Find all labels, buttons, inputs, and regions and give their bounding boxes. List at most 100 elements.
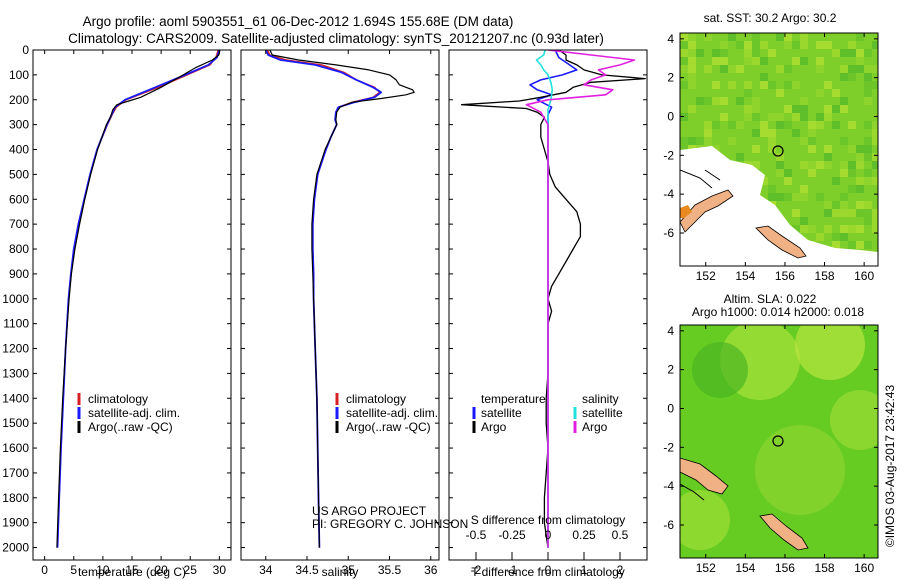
depth-tick-label: 100 xyxy=(9,68,29,82)
sla-field-cells xyxy=(680,325,878,550)
sst-cell xyxy=(848,49,856,57)
depth-tick-label: 1900 xyxy=(2,516,29,530)
sst-cell xyxy=(712,81,720,89)
longitude-tick-label: 154 xyxy=(735,561,755,575)
sst-cell xyxy=(832,89,840,97)
sst-cell xyxy=(848,65,856,73)
difference-lines xyxy=(460,50,646,548)
latitude-tick-label: -6 xyxy=(663,226,674,240)
sst-cell xyxy=(792,153,800,161)
sst-cell xyxy=(832,49,840,57)
sst-cell xyxy=(824,121,832,129)
sst-cell xyxy=(800,33,808,41)
sst-cell xyxy=(824,113,832,121)
imos-stamp: ©IMOS 03-Aug-2017 23:42:43 xyxy=(883,385,897,548)
longitude-tick-label: 158 xyxy=(815,561,835,575)
sla-anomaly-blob xyxy=(692,342,748,398)
sst-cell xyxy=(816,89,824,97)
t-diff-tick-label: 1 xyxy=(581,563,588,577)
sst-cell xyxy=(736,65,744,73)
sst-cell xyxy=(872,161,878,169)
sst-cell xyxy=(832,241,840,249)
sst-cell xyxy=(800,105,808,113)
sst-cell xyxy=(856,65,864,73)
legend-label-argo: Argo(..raw -QC) xyxy=(88,420,173,434)
temperature-tick-label: 5 xyxy=(70,563,77,577)
sst-cell xyxy=(680,49,688,57)
sst-cell xyxy=(776,65,784,73)
legend-label-sal-satellite: satellite xyxy=(582,406,623,420)
depth-tick-label: 1500 xyxy=(2,416,29,430)
depth-tick-label: 1200 xyxy=(2,342,29,356)
t-diff-tick-label: 2 xyxy=(617,563,624,577)
sst-cell xyxy=(776,161,784,169)
series-line-satellite-adj-clim xyxy=(56,50,221,548)
sst-cell xyxy=(816,65,824,73)
latitude-tick-label: -2 xyxy=(663,440,674,454)
sst-cell xyxy=(776,41,784,49)
legend-title-salinity: salinity xyxy=(582,392,619,406)
longitude-tick-label: 154 xyxy=(735,269,755,283)
salinity-tick-label: 35 xyxy=(342,563,356,577)
sst-cell xyxy=(784,113,792,121)
legend-label-temp-argo: Argo xyxy=(481,420,507,434)
sst-cell xyxy=(752,97,760,105)
sst-cell xyxy=(840,65,848,73)
sst-cell xyxy=(680,113,688,121)
depth-tick-label: 1700 xyxy=(2,466,29,480)
series-line-temperature-argo xyxy=(460,50,646,548)
t-diff-tick-label: -1 xyxy=(507,563,518,577)
sst-cell xyxy=(864,217,872,225)
sst-cell xyxy=(768,97,776,105)
depth-tick-label: 800 xyxy=(9,242,29,256)
sst-cell xyxy=(864,153,872,161)
sst-cell xyxy=(768,49,776,57)
sst-cell xyxy=(792,225,800,233)
sst-cell xyxy=(840,49,848,57)
s-difference-xlabel: S difference from climatology xyxy=(471,513,626,527)
sst-cell xyxy=(848,73,856,81)
sst-cell xyxy=(808,145,816,153)
sst-cell xyxy=(720,57,728,65)
sst-bougainville-land xyxy=(755,225,807,259)
sst-cell xyxy=(824,145,832,153)
sst-cell xyxy=(848,209,856,217)
difference-x-axis: -2 -1 0 1 2 -0.5 -0.25 0 0.25 0.5 xyxy=(466,528,629,577)
sla-anomaly-blob xyxy=(755,425,845,515)
series-line-climatology xyxy=(56,50,219,548)
sst-cell xyxy=(848,225,856,233)
t-diff-tick-label: -2 xyxy=(471,563,482,577)
sst-cell xyxy=(864,65,872,73)
sla-map-title-line2: Argo h1000: 0.014 h2000: 0.018 xyxy=(692,305,864,319)
sst-cell xyxy=(808,73,816,81)
temperature-tick-label: 20 xyxy=(154,563,168,577)
sst-cell xyxy=(848,137,856,145)
sst-cell xyxy=(856,225,864,233)
sst-cell xyxy=(792,113,800,121)
sst-cell xyxy=(792,57,800,65)
s-diff-tick-label: 0.5 xyxy=(612,528,629,542)
depth-tick-label: 1100 xyxy=(3,317,29,331)
sst-cell xyxy=(776,97,784,105)
sst-cell xyxy=(768,137,776,145)
sst-cell xyxy=(816,49,824,57)
sst-cell xyxy=(848,241,856,249)
sst-cell xyxy=(832,73,840,81)
legend-label-climatology: climatology xyxy=(346,392,406,406)
sst-cell xyxy=(784,193,792,201)
sst-cell xyxy=(832,209,840,217)
sst-cell xyxy=(744,81,752,89)
sst-cell xyxy=(840,209,848,217)
sst-cell xyxy=(752,105,760,113)
depth-tick-label: 2000 xyxy=(2,541,29,555)
sst-cell xyxy=(872,193,878,201)
depth-tick-label: 1300 xyxy=(2,366,29,380)
sst-cell xyxy=(864,241,872,249)
sst-cell xyxy=(752,41,760,49)
sst-cell xyxy=(792,81,800,89)
sst-cell xyxy=(768,81,776,89)
sst-cell xyxy=(856,153,864,161)
salinity-tick-label: 35.5 xyxy=(378,563,402,577)
depth-tick-label: 1000 xyxy=(2,292,29,306)
legend-label-satellite: satellite-adj. clim. xyxy=(88,406,180,420)
